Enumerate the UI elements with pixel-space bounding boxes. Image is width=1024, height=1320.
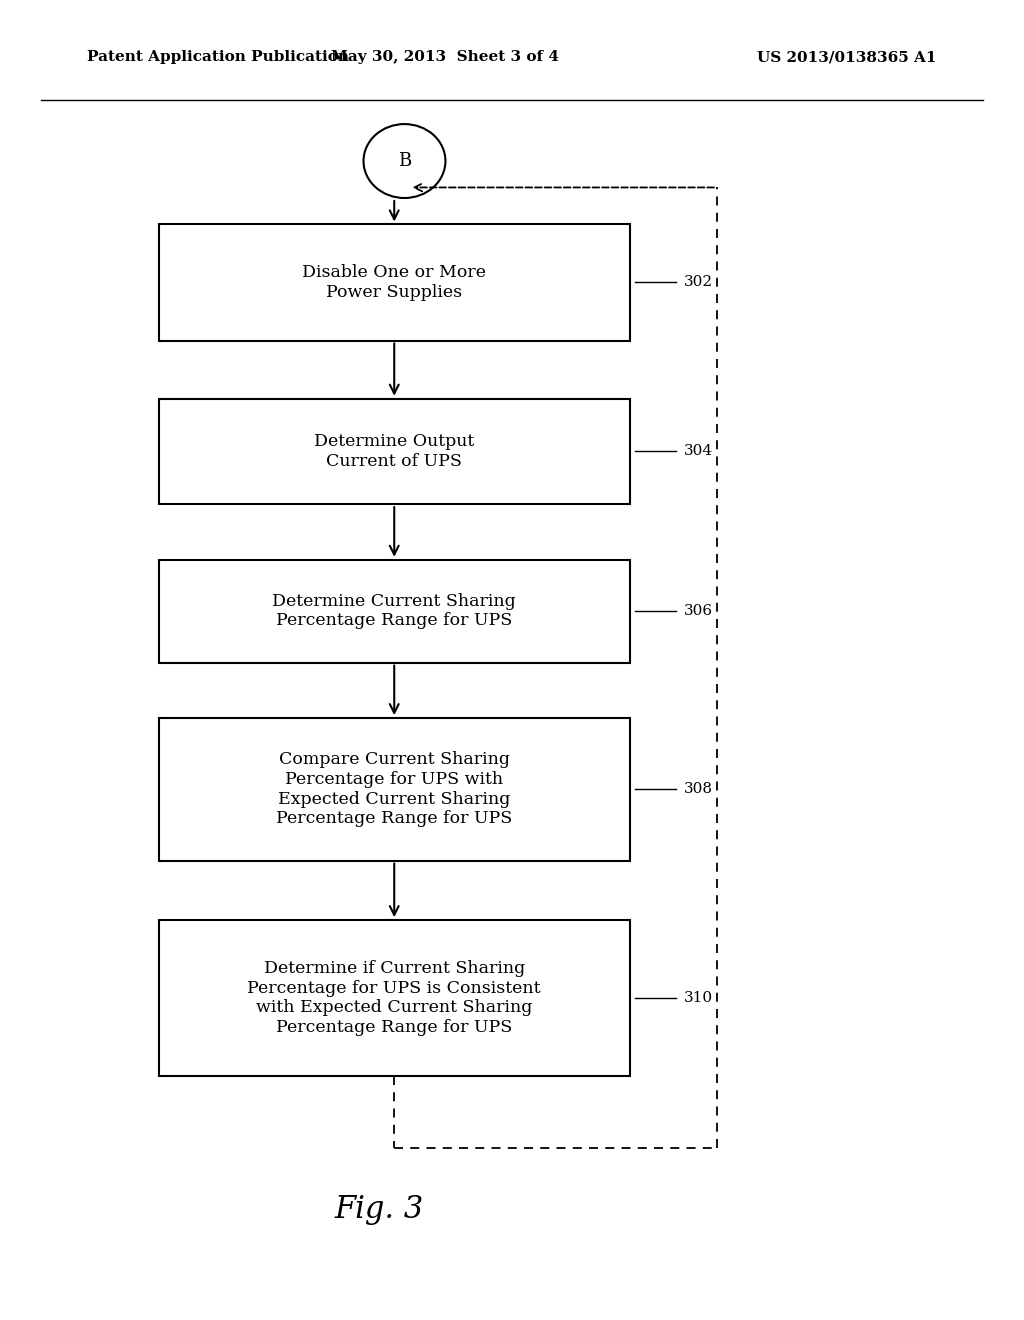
Text: 304: 304	[684, 445, 713, 458]
Text: US 2013/0138365 A1: US 2013/0138365 A1	[758, 50, 937, 65]
FancyBboxPatch shape	[159, 560, 630, 663]
Text: Determine Current Sharing
Percentage Range for UPS: Determine Current Sharing Percentage Ran…	[272, 593, 516, 630]
Text: Disable One or More
Power Supplies: Disable One or More Power Supplies	[302, 264, 486, 301]
Text: 306: 306	[684, 605, 713, 618]
Text: Compare Current Sharing
Percentage for UPS with
Expected Current Sharing
Percent: Compare Current Sharing Percentage for U…	[276, 751, 512, 828]
FancyBboxPatch shape	[159, 920, 630, 1076]
Text: B: B	[398, 152, 411, 170]
Text: Determine Output
Current of UPS: Determine Output Current of UPS	[314, 433, 474, 470]
FancyBboxPatch shape	[159, 399, 630, 504]
Text: 310: 310	[684, 991, 713, 1005]
Text: 302: 302	[684, 276, 713, 289]
Text: Patent Application Publication: Patent Application Publication	[87, 50, 349, 65]
Text: May 30, 2013  Sheet 3 of 4: May 30, 2013 Sheet 3 of 4	[332, 50, 559, 65]
FancyBboxPatch shape	[159, 224, 630, 341]
Text: Determine if Current Sharing
Percentage for UPS is Consistent
with Expected Curr: Determine if Current Sharing Percentage …	[248, 960, 541, 1036]
FancyBboxPatch shape	[159, 718, 630, 861]
Text: 308: 308	[684, 783, 713, 796]
Text: Fig. 3: Fig. 3	[334, 1195, 424, 1225]
